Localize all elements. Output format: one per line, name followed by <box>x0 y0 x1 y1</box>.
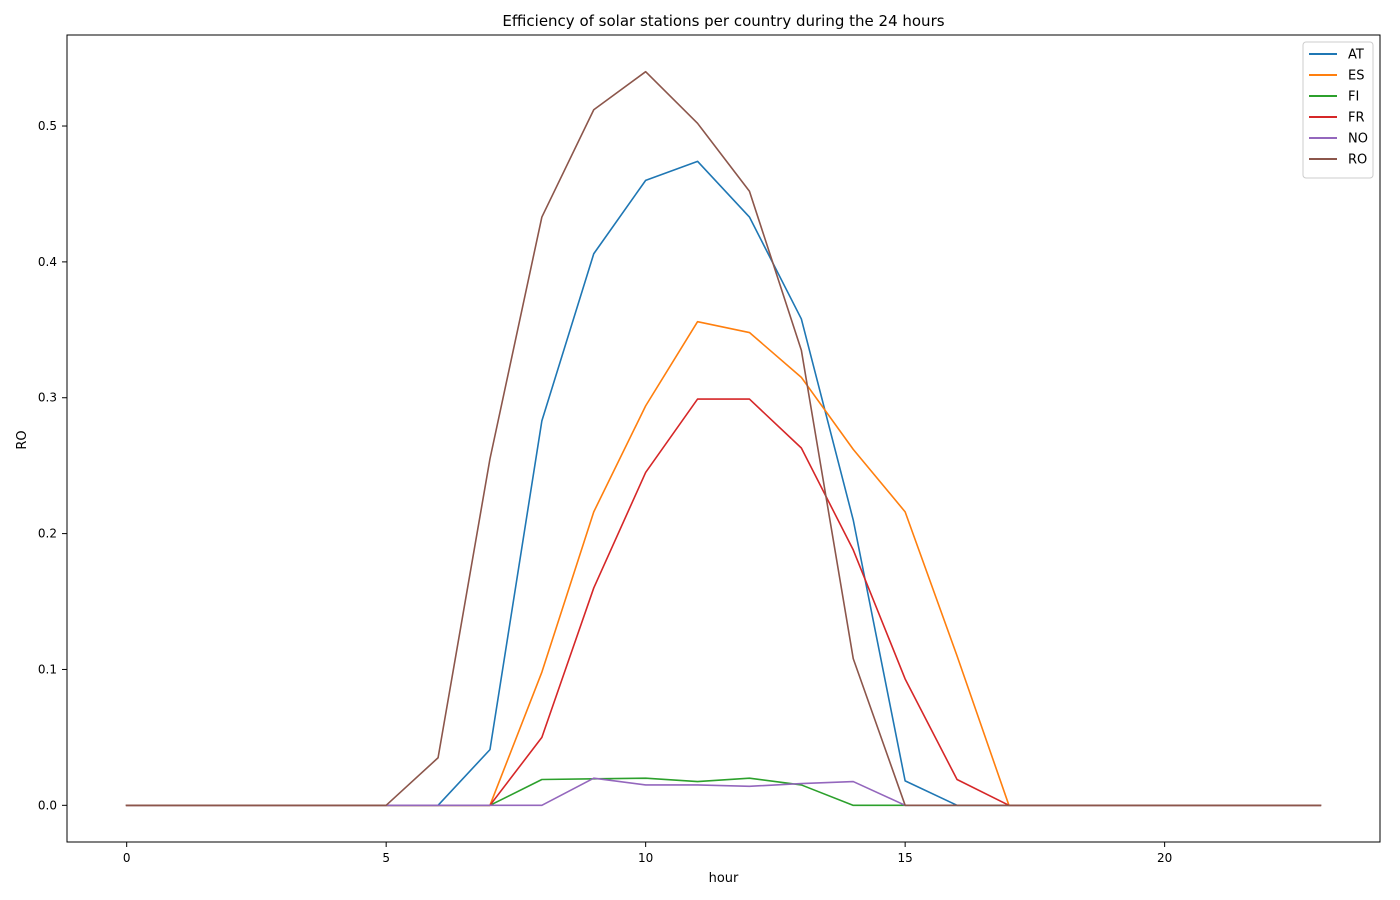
legend-label-es: ES <box>1348 69 1364 84</box>
y-tick-label: 0.0 <box>38 798 57 812</box>
x-tick-label: 15 <box>897 851 912 865</box>
x-tick-label: 20 <box>1157 851 1172 865</box>
chart-title: Efficiency of solar stations per country… <box>502 12 944 30</box>
series-layer <box>125 70 1322 807</box>
x-tick-label: 5 <box>382 851 390 865</box>
legend-label-fi: FI <box>1348 90 1359 105</box>
x-tick-label: 10 <box>638 851 653 865</box>
y-tick-label: 0.5 <box>38 119 57 133</box>
legend-label-fr: FR <box>1348 111 1365 126</box>
legend-label-ro: RO <box>1348 153 1367 168</box>
x-tick-label: 0 <box>123 851 131 865</box>
y-tick-label: 0.3 <box>38 391 57 405</box>
legend-label-no: NO <box>1348 132 1368 147</box>
y-tick-label: 0.4 <box>38 255 57 269</box>
series-line-ro <box>125 70 1322 807</box>
plot-frame <box>66 34 1381 843</box>
tick-layer: 0 5 10 15 20 0.0 0.1 0.2 0.3 0.4 0.5 <box>38 119 1172 865</box>
y-tick-label: 0.2 <box>38 527 57 541</box>
y-tick-label: 0.1 <box>38 662 57 676</box>
y-axis-label: RO <box>15 430 30 449</box>
x-axis-label: hour <box>709 871 739 886</box>
legend: AT ES FI FR NO RO <box>1302 41 1374 179</box>
legend-label-at: AT <box>1348 48 1364 63</box>
